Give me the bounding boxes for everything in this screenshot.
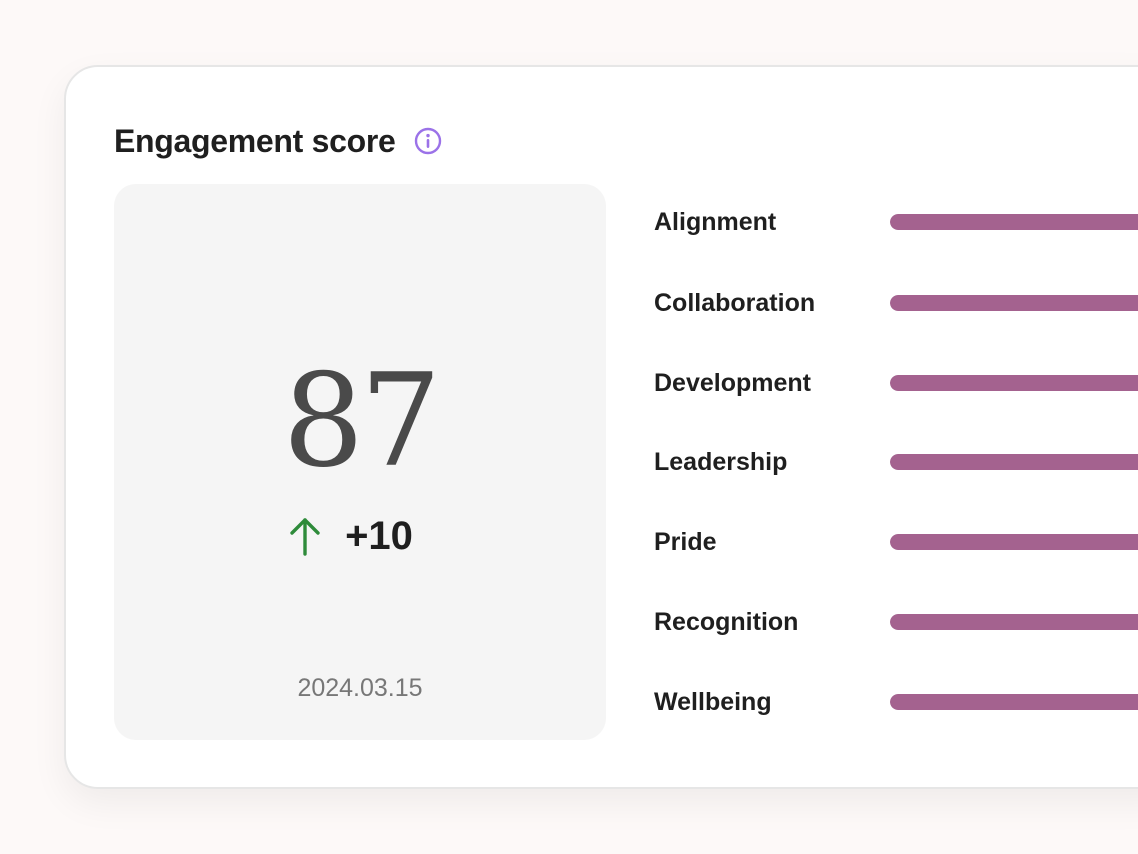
dimension-bar-fill [890,694,1138,710]
score-date: 2024.03.15 [297,674,423,702]
dimension-bar-fill [890,295,1138,311]
dimension-bar [890,694,1138,710]
dimension-row-collaboration: Collaboration [654,281,1138,325]
dimension-row-pride: Pride [654,520,1138,564]
dimension-bar [890,295,1138,311]
dimension-label: Leadership [654,447,788,476]
dimension-row-leadership: Leadership [654,440,1138,484]
dimension-row-wellbeing: Wellbeing [654,680,1138,724]
dimension-bar [890,214,1138,230]
dimension-bar [890,614,1138,630]
dimension-label: Development [654,368,811,397]
card-header: Engagement score [114,120,442,162]
dimension-label: Wellbeing [654,687,772,716]
info-icon[interactable] [414,127,442,155]
dimension-bar [890,454,1138,470]
dimension-label: Alignment [654,207,777,236]
dimension-bar [890,534,1138,550]
score-delta-row: +10 [114,512,606,560]
dimension-label: Collaboration [654,288,816,317]
score-delta: +10 [345,513,413,558]
score-panel: 87 +10 2024.03.15 [114,184,606,740]
dimension-row-alignment: Alignment [654,200,1138,244]
dimension-bar-fill [890,214,1138,230]
arrow-up-icon [287,514,323,558]
dimension-bar [890,375,1138,391]
score-value: 87 [282,347,442,496]
dimension-bar-fill [890,534,1138,550]
dimension-label: Pride [654,527,717,556]
card-title: Engagement score [114,122,396,159]
dimension-label: Recognition [654,607,799,636]
dimension-bar-fill [890,375,1138,391]
dimension-bar-fill [890,454,1138,470]
dimension-bar-fill [890,614,1138,630]
dimension-row-recognition: Recognition [654,600,1138,644]
dimension-row-development: Development [654,361,1138,405]
